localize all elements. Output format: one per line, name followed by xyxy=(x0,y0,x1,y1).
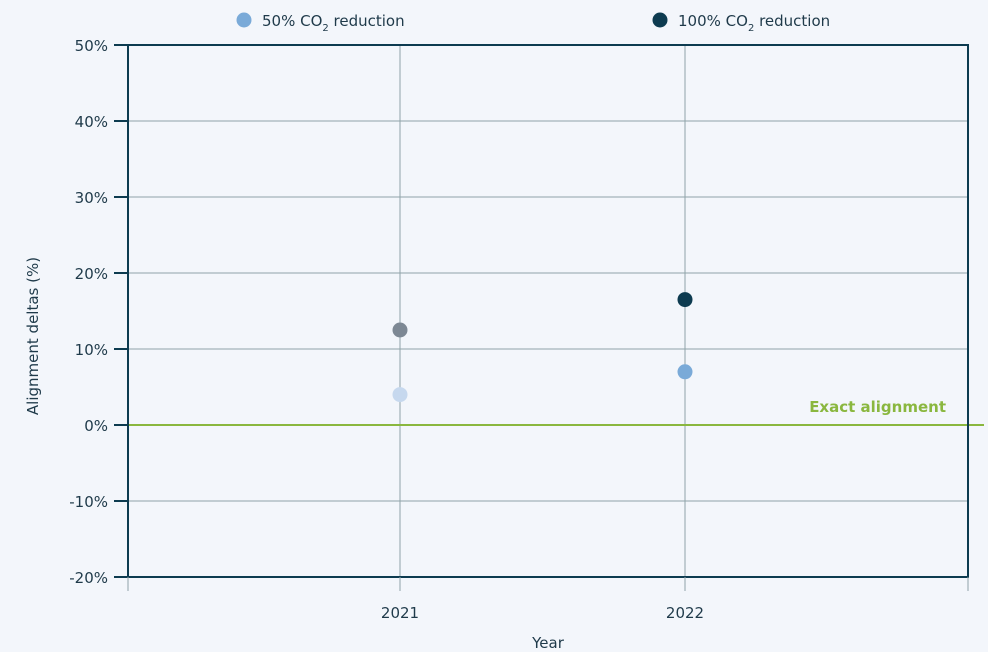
legend-marker xyxy=(236,12,252,28)
y-axis-title: Alignment deltas (%) xyxy=(24,257,42,415)
y-tick-label: 50% xyxy=(75,37,108,55)
y-tick-label: 0% xyxy=(84,417,108,435)
legend-marker xyxy=(652,12,668,28)
data-point xyxy=(677,364,693,380)
grid xyxy=(128,44,968,578)
exact-alignment-label: Exact alignment xyxy=(809,398,946,416)
data-point xyxy=(392,322,408,338)
data-points xyxy=(392,292,693,403)
y-tick-label: -20% xyxy=(69,569,108,587)
legend: 50% CO2 reduction 100% CO2 reduction xyxy=(236,12,830,34)
y-axis-ticks: -20% -10% 0% 10% 20% 30% 40% 50% xyxy=(69,37,128,587)
y-tick-label: -10% xyxy=(69,493,108,511)
data-point xyxy=(677,292,693,308)
x-tick-label: 2022 xyxy=(666,604,704,622)
y-tick-label: 40% xyxy=(75,113,108,131)
y-tick-label: 10% xyxy=(75,341,108,359)
legend-label: 50% CO2 reduction xyxy=(262,12,405,34)
x-tick-label: 2021 xyxy=(381,604,419,622)
plot-frame xyxy=(127,44,969,578)
data-point xyxy=(392,387,408,403)
x-axis-title: Year xyxy=(531,634,565,652)
y-tick-label: 30% xyxy=(75,189,108,207)
y-tick-label: 20% xyxy=(75,265,108,283)
x-axis-ticks: 2021 2022 xyxy=(127,577,969,622)
legend-label: 100% CO2 reduction xyxy=(678,12,830,34)
